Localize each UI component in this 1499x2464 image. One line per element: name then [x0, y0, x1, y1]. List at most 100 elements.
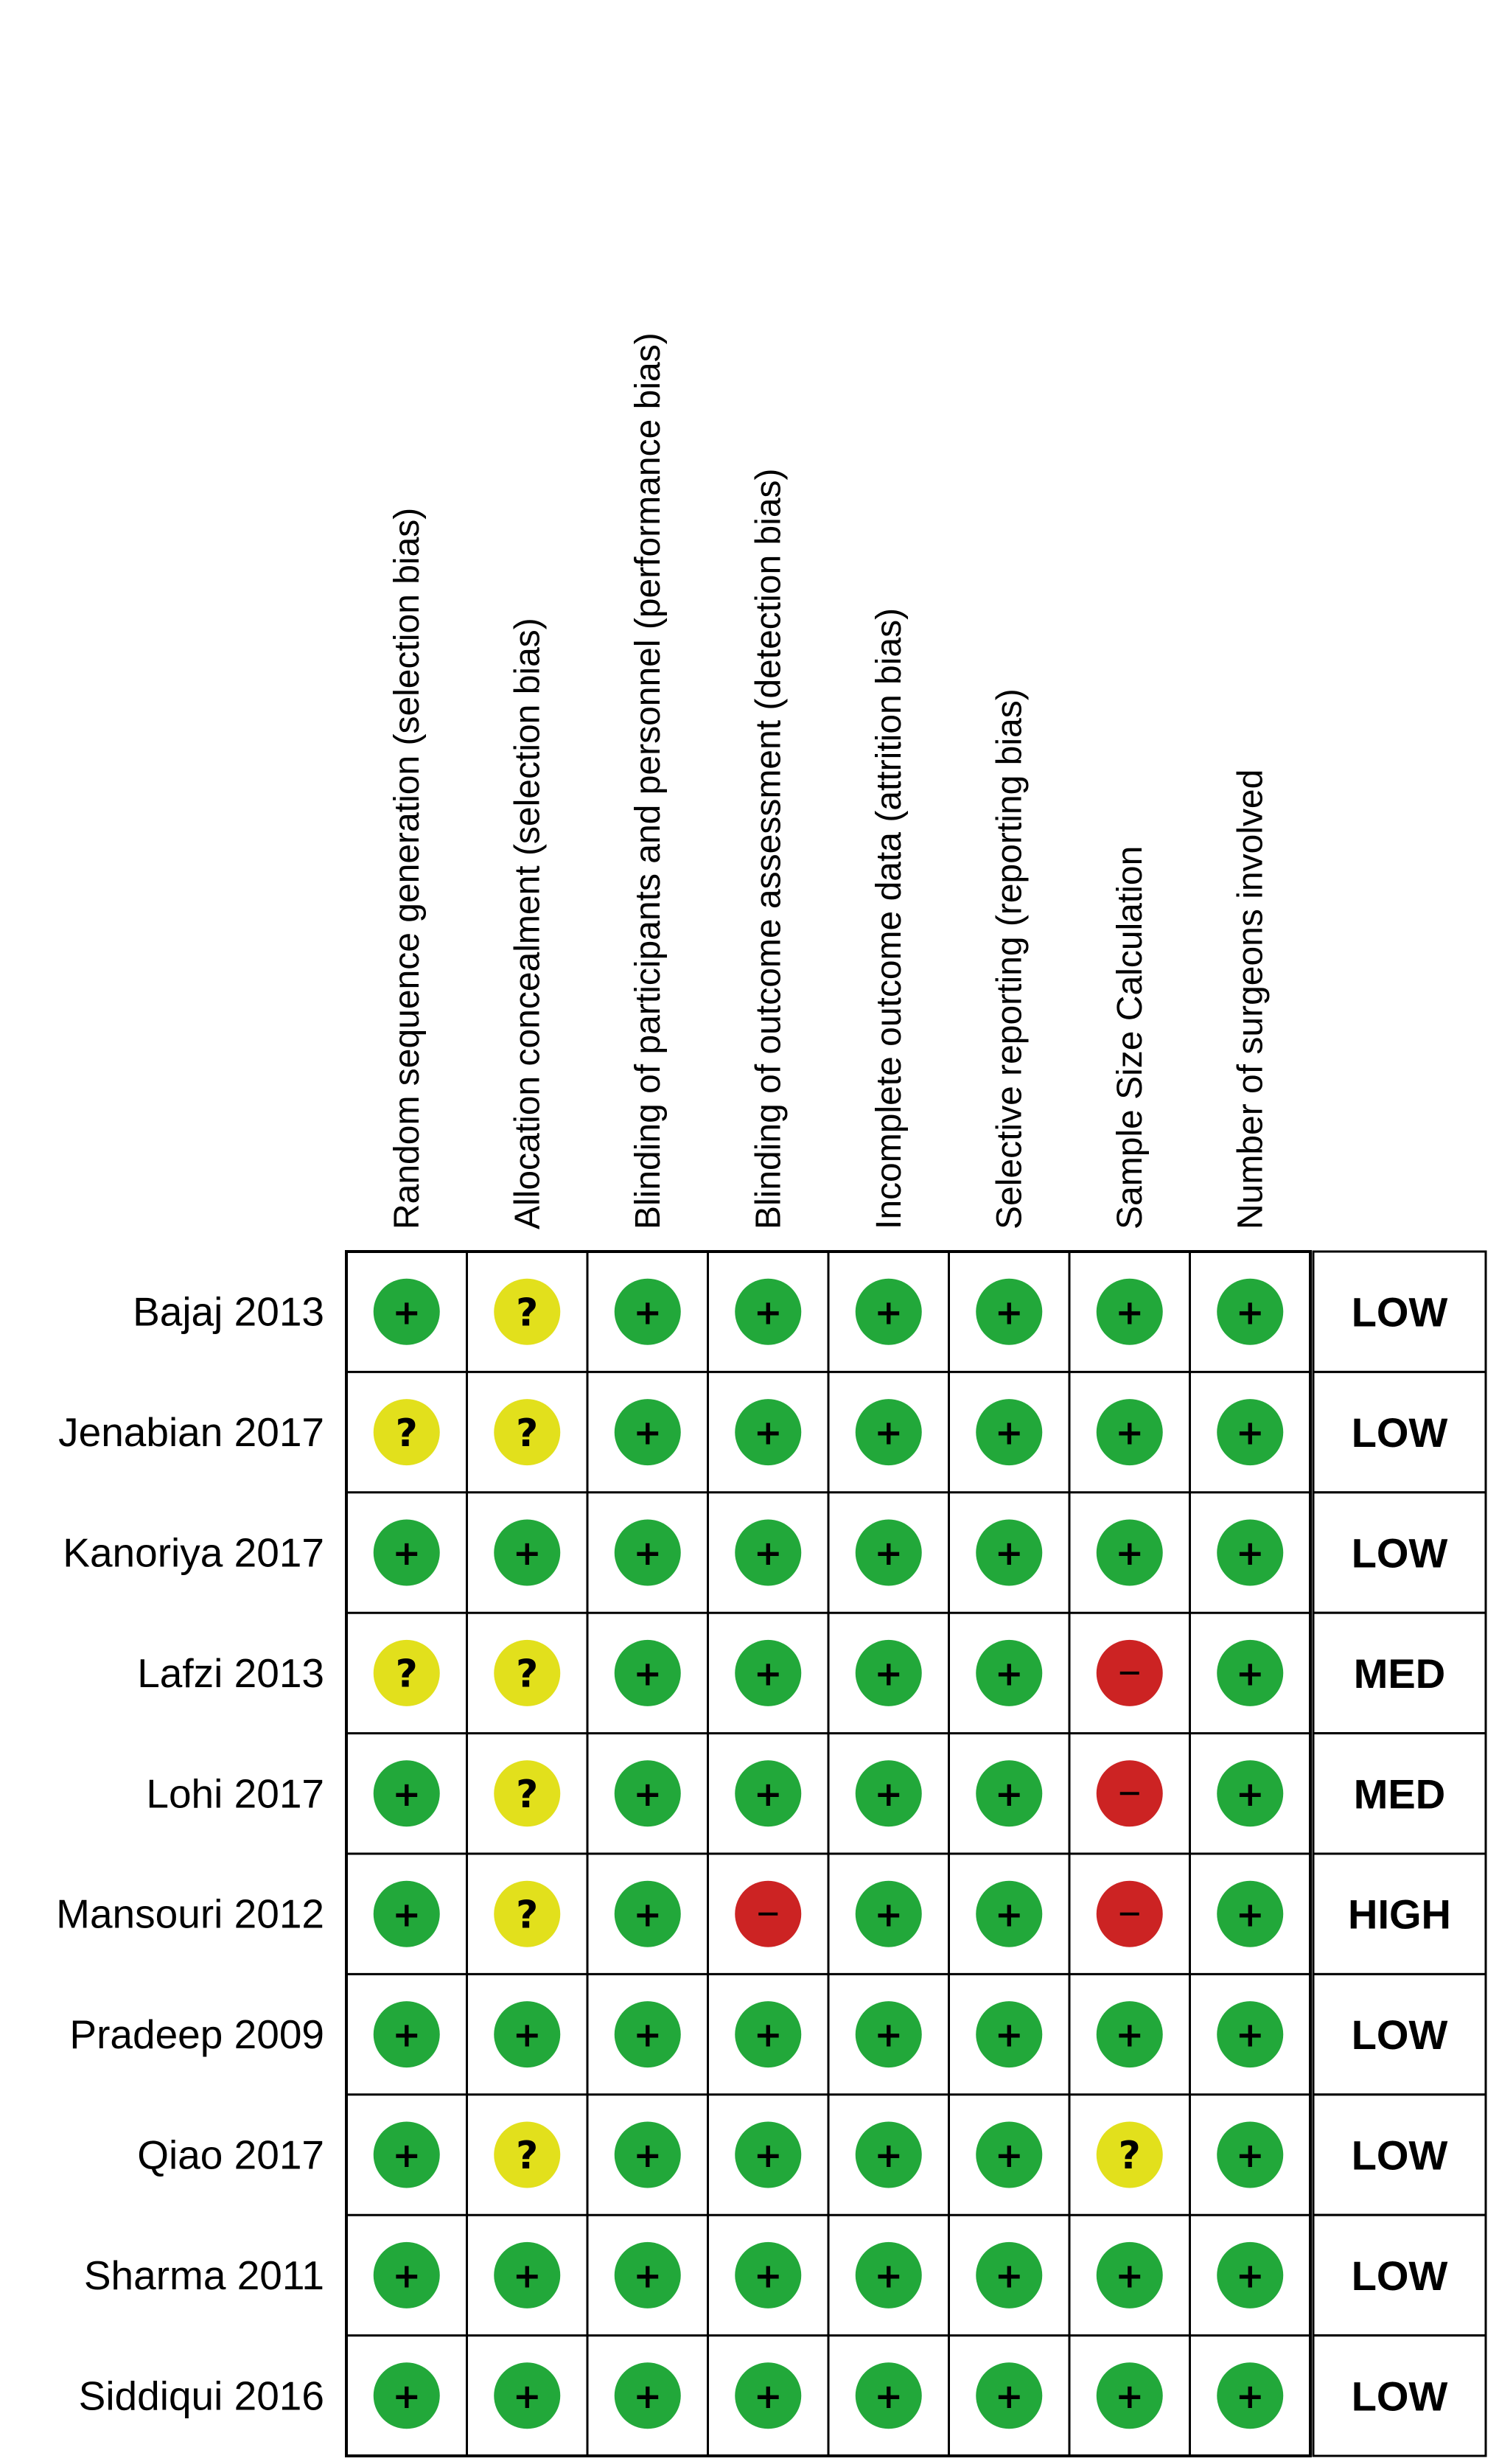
rating-low-r3-c8: +	[1217, 1519, 1284, 1586]
plus-icon: +	[633, 1533, 662, 1573]
rating-circle	[976, 1760, 1043, 1827]
rating-low-r4-c5: +	[855, 1639, 922, 1706]
rating-low-r7-c6: +	[976, 2001, 1043, 2068]
rating-circle	[735, 1278, 802, 1345]
plus-icon: +	[392, 2376, 421, 2416]
plus-icon: +	[1236, 1413, 1265, 1453]
rating-low-r8-c6: +	[976, 2121, 1043, 2188]
rating-circle	[614, 1519, 681, 1586]
plus-icon: +	[754, 1653, 783, 1693]
plus-icon: +	[874, 2135, 903, 2175]
rating-low-r2-c4: +	[735, 1399, 802, 1466]
rating-circle	[735, 1399, 802, 1466]
rating-low-r5-c3: +	[614, 1760, 681, 1827]
plus-icon: +	[1236, 2015, 1265, 2055]
rating-circle	[855, 2001, 922, 2068]
rating-low-r7-c3: +	[614, 2001, 681, 2068]
rating-circle	[494, 2241, 561, 2308]
rating-unclear-r4-c2: ?	[494, 1639, 561, 1706]
plus-icon: +	[874, 1653, 903, 1693]
rating-circle	[976, 2001, 1043, 2068]
rating-low-r9-c4: +	[735, 2241, 802, 2308]
rating-low-r8-c3: +	[614, 2121, 681, 2188]
study-label: Lohi 2017	[146, 1770, 324, 1816]
plus-icon: +	[995, 1292, 1024, 1332]
column-headers: Random sequence generation (selection bi…	[388, 332, 1271, 1229]
study-label: Siddiqui 2016	[79, 2373, 324, 2418]
plus-icon: +	[633, 1774, 662, 1814]
rating-low-r9-c6: +	[976, 2241, 1043, 2308]
plus-icon: +	[392, 1774, 421, 1814]
rating-low-r10-c1: +	[373, 2362, 440, 2429]
rating-circle	[494, 1519, 561, 1586]
rating-circle	[373, 1760, 440, 1827]
rating-low-r6-c1: +	[373, 1880, 440, 1947]
rating-circle	[1217, 2001, 1284, 2068]
rating-unclear-r8-c2: ?	[494, 2121, 561, 2188]
study-label: Pradeep 2009	[69, 2011, 324, 2057]
rating-circle	[1096, 1519, 1163, 1586]
overall-rating-label: LOW	[1352, 1530, 1448, 1577]
rating-circle	[1096, 2001, 1163, 2068]
rating-low-r2-c7: +	[1096, 1399, 1163, 1466]
question-icon: ?	[1119, 2134, 1141, 2178]
rating-low-r7-c4: +	[735, 2001, 802, 2068]
rating-circle	[373, 2362, 440, 2429]
rating-circle	[1217, 1880, 1284, 1947]
rating-low-r4-c3: +	[614, 1639, 681, 1706]
rating-circle	[976, 1399, 1043, 1466]
rating-circle	[976, 1880, 1043, 1947]
plus-icon: +	[1115, 2376, 1144, 2416]
plus-icon: +	[1115, 1413, 1144, 1453]
rating-circle	[494, 2001, 561, 2068]
plus-icon: +	[995, 2376, 1024, 2416]
rating-low-r3-c5: +	[855, 1519, 922, 1586]
question-icon: ?	[396, 1652, 418, 1697]
rating-low-r7-c7: +	[1096, 2001, 1163, 2068]
plus-icon: +	[754, 2376, 783, 2416]
rating-low-r1-c1: +	[373, 1278, 440, 1345]
overall-ratings: LOW LOW LOW MED MED HIGH LOW LOW LOW LOW	[1312, 1250, 1487, 2457]
rating-low-r5-c8: +	[1217, 1760, 1284, 1827]
rating-low-r3-c2: +	[494, 1519, 561, 1586]
rating-low-r2-c8: +	[1217, 1399, 1284, 1466]
rating-circle	[1096, 2241, 1163, 2308]
rating-circle	[373, 1278, 440, 1345]
rating-circle	[494, 2121, 561, 2188]
rating-low-r5-c1: +	[373, 1760, 440, 1827]
plus-icon: +	[995, 2015, 1024, 2055]
rating-circle	[735, 1760, 802, 1827]
plus-icon: +	[392, 2255, 421, 2295]
study-label: Qiao 2017	[137, 2132, 324, 2178]
rating-circle	[373, 1399, 440, 1466]
rating-low-r4-c4: +	[735, 1639, 802, 1706]
column-header-8: Number of surgeons involved	[1231, 769, 1270, 1229]
rating-low-r7-c2: +	[494, 2001, 561, 2068]
rating-low-r1-c7: +	[1096, 1278, 1163, 1345]
plus-icon: +	[633, 2255, 662, 2295]
rating-low-r8-c8: +	[1217, 2121, 1284, 2188]
plus-icon: +	[1115, 2015, 1144, 2055]
overall-cell	[1312, 2093, 1487, 2216]
rating-low-r10-c2: +	[494, 2362, 561, 2429]
plus-icon: +	[392, 2015, 421, 2055]
column-header-4: Blinding of outcome assessment (detectio…	[749, 468, 788, 1229]
plus-icon: +	[1236, 1894, 1265, 1934]
plus-icon: +	[633, 1413, 662, 1453]
rating-circle	[373, 2001, 440, 2068]
study-label: Bajaj 2013	[133, 1289, 324, 1335]
rating-circle	[855, 2121, 922, 2188]
rating-circle	[976, 1278, 1043, 1345]
rating-low-r9-c7: +	[1096, 2241, 1163, 2308]
plus-icon: +	[1115, 1292, 1144, 1332]
column-header-2: Allocation concealment (selection bias)	[508, 618, 547, 1229]
study-labels: Bajaj 2013 Jenabian 2017 Kanoriya 2017 Lafz…	[56, 1289, 324, 2419]
rating-circle	[855, 1760, 922, 1827]
plus-icon: +	[1236, 2135, 1265, 2175]
rating-unclear-r5-c2: ?	[494, 1760, 561, 1827]
plus-icon: +	[995, 2135, 1024, 2175]
column-header-7: Sample Size Calculation	[1111, 846, 1150, 1229]
rating-low-r5-c4: +	[735, 1760, 802, 1827]
plus-icon: +	[754, 2255, 783, 2295]
plus-icon: +	[513, 1533, 542, 1573]
